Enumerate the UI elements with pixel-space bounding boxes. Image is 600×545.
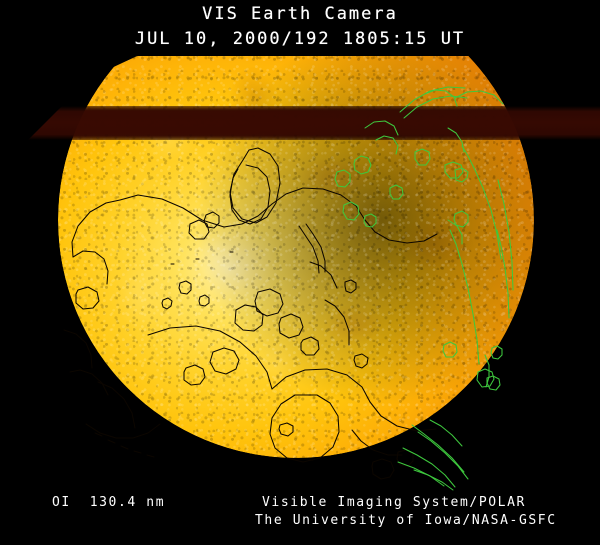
coastline-overlay-dark-icon xyxy=(63,147,438,480)
instrument-label-line2: The University of Iowa/NASA-GSFC xyxy=(255,513,557,528)
coastline-overlay-green-icon xyxy=(334,86,514,491)
instrument-label-line1: Visible Imaging System/POLAR xyxy=(262,495,526,510)
data-gap-band-fill xyxy=(0,106,600,140)
wavelength-label: OI 130.4 nm xyxy=(52,495,166,510)
frame-clip-top xyxy=(0,0,600,56)
timestamp-label: JUL 10, 2000/192 1805:15 UT xyxy=(134,29,466,49)
frame-clip-bottom xyxy=(0,484,600,545)
page-title: VIS Earth Camera xyxy=(202,4,398,24)
